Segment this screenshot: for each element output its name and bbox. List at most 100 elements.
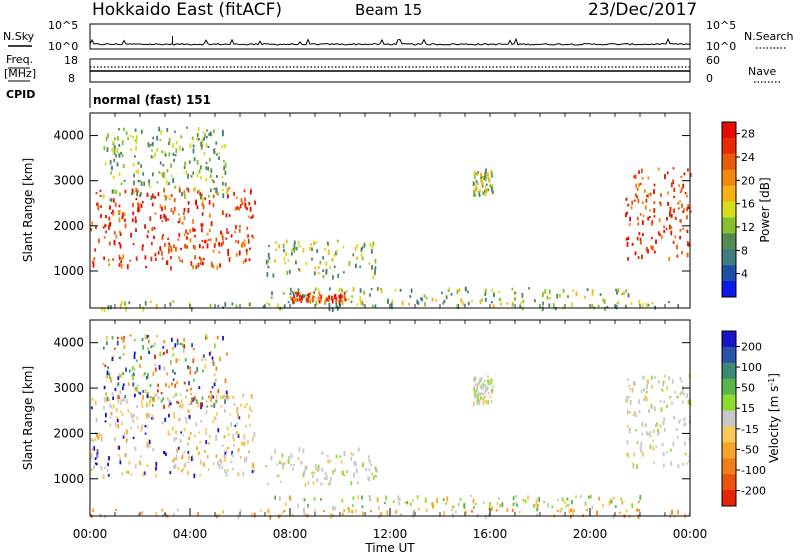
echo-cell bbox=[139, 179, 141, 183]
echo-cell bbox=[317, 288, 320, 291]
echo-cell bbox=[120, 374, 123, 378]
echo-cell bbox=[108, 456, 110, 461]
echo-cell bbox=[110, 412, 113, 416]
echo-cell bbox=[150, 345, 153, 349]
echo-cell bbox=[312, 481, 315, 485]
echo-cell bbox=[291, 248, 293, 253]
echo-cell bbox=[642, 220, 644, 225]
echo-cell bbox=[163, 194, 166, 197]
echo-cell bbox=[169, 471, 172, 475]
echo-cell bbox=[205, 440, 208, 445]
echo-cell bbox=[334, 506, 337, 511]
echo-cell bbox=[131, 188, 134, 194]
echo-cell bbox=[370, 287, 373, 291]
echo-cell bbox=[182, 348, 185, 353]
echo-cell bbox=[146, 334, 149, 339]
echo-cell bbox=[138, 207, 141, 213]
echo-cell bbox=[250, 393, 253, 399]
echo-cell bbox=[276, 474, 279, 478]
echo-cell bbox=[285, 252, 288, 256]
echo-cell bbox=[514, 291, 517, 295]
echo-cell bbox=[375, 474, 377, 478]
echo-cell bbox=[122, 372, 124, 375]
echo-cell bbox=[357, 495, 359, 499]
echo-cell bbox=[118, 153, 121, 157]
echo-cell bbox=[164, 417, 167, 422]
echo-cell bbox=[283, 510, 286, 512]
echo-cell bbox=[303, 295, 305, 298]
echo-cell bbox=[298, 298, 301, 301]
echo-cell bbox=[335, 251, 337, 256]
echo-cell bbox=[484, 172, 487, 177]
echo-cell bbox=[500, 302, 502, 306]
echo-cell bbox=[161, 508, 164, 512]
echo-cell bbox=[168, 137, 171, 143]
echo-cell bbox=[575, 291, 578, 297]
echo-cell bbox=[359, 265, 362, 268]
echo-cell bbox=[156, 389, 159, 393]
echo-cell bbox=[356, 243, 359, 248]
echo-cell bbox=[651, 302, 654, 305]
echo-cell bbox=[361, 505, 364, 508]
echo-cell bbox=[146, 373, 149, 378]
echo-cell bbox=[598, 496, 600, 501]
echo-cell bbox=[217, 304, 220, 307]
echo-cell bbox=[115, 508, 118, 511]
echo-cell bbox=[687, 399, 690, 405]
echo-cell bbox=[134, 393, 136, 398]
echo-cell bbox=[268, 303, 271, 306]
echo-cell bbox=[646, 194, 648, 197]
echo-cell bbox=[282, 292, 285, 295]
echo-cell bbox=[113, 189, 115, 194]
echo-cell bbox=[164, 151, 166, 156]
echo-cell bbox=[155, 392, 158, 397]
echo-cell bbox=[236, 422, 238, 426]
echo-cell bbox=[168, 242, 171, 246]
echo-cell bbox=[112, 148, 115, 153]
echo-cell bbox=[485, 168, 487, 173]
echo-cell bbox=[535, 498, 538, 504]
echo-cell bbox=[235, 304, 238, 309]
echo-cell bbox=[522, 498, 525, 502]
echo-cell bbox=[676, 395, 679, 398]
echo-cell bbox=[329, 515, 332, 519]
echo-cell bbox=[533, 504, 535, 508]
echo-cell bbox=[208, 132, 211, 136]
echo-cell bbox=[148, 403, 151, 406]
echo-cell bbox=[217, 428, 220, 433]
echo-cell bbox=[207, 468, 210, 472]
echo-cell bbox=[127, 409, 130, 414]
echo-cell bbox=[662, 383, 664, 387]
echo-cell bbox=[193, 396, 196, 401]
echo-cell bbox=[224, 162, 227, 168]
colorbar-swatch bbox=[722, 281, 736, 298]
echo-cell bbox=[487, 392, 490, 395]
echo-cell bbox=[114, 437, 116, 442]
echo-cell bbox=[669, 211, 671, 217]
echo-cell bbox=[186, 245, 188, 249]
echo-cell bbox=[239, 403, 242, 407]
echo-cell bbox=[230, 461, 233, 464]
echo-cell bbox=[237, 514, 240, 520]
echo-cell bbox=[150, 256, 153, 262]
echo-cell bbox=[185, 420, 188, 424]
echo-cell bbox=[487, 381, 490, 386]
echo-cell bbox=[105, 412, 107, 418]
echo-cell bbox=[176, 508, 179, 512]
echo-cell bbox=[151, 227, 154, 232]
echo-cell bbox=[222, 129, 224, 134]
echo-cell bbox=[292, 464, 295, 467]
echo-cell bbox=[127, 382, 130, 386]
echo-cell bbox=[338, 287, 341, 292]
echo-cell bbox=[120, 151, 122, 155]
echo-cell bbox=[210, 221, 213, 226]
echo-cell bbox=[183, 233, 186, 237]
echo-cell bbox=[365, 468, 367, 472]
echo-cell bbox=[193, 473, 196, 479]
echo-cell bbox=[475, 185, 478, 189]
echo-cell bbox=[474, 394, 476, 399]
echo-cell bbox=[142, 244, 144, 248]
colorbar-tick-label: 4 bbox=[741, 268, 748, 281]
echo-cell bbox=[147, 347, 150, 352]
echo-cell bbox=[129, 134, 132, 137]
